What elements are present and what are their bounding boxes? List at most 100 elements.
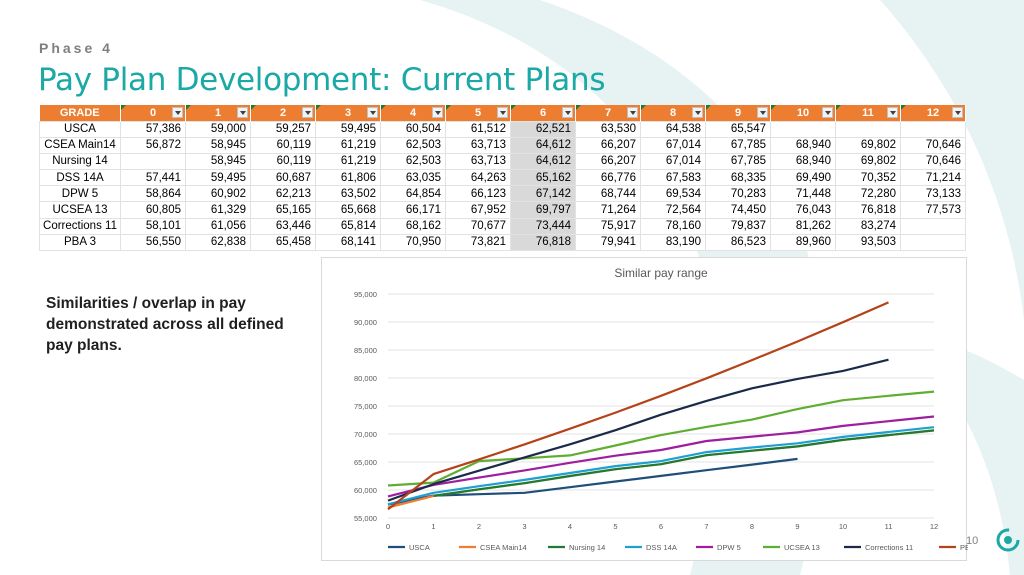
table-cell [900,217,966,235]
table-row: PBA 3 56,550 62,838 65,458 68,141 70,950 73,82… [39,233,966,252]
cell-marker-icon [446,105,451,110]
x-tick-label: 3 [522,522,526,531]
table-cell: 63,530 [575,120,641,138]
table-row: USCA 57,386 59,000 59,257 59,495 60,504 61,512… [39,120,966,138]
table-cell: 68,940 [770,152,836,171]
table-cell: 67,142 [510,185,576,203]
header-label: 0 [149,106,157,119]
header-cell-grade-4[interactable]: 4 [380,105,446,121]
legend-label: DPW 5 [717,543,741,552]
table-cell: 70,950 [380,233,446,252]
row-label: CSEA Main14 [39,136,121,154]
table-cell: 56,872 [120,136,186,154]
table-cell: 83,274 [835,217,901,235]
legend-label: Corrections 11 [865,543,913,552]
table-cell: 61,512 [445,120,511,138]
table-cell: 89,960 [770,233,836,252]
header-label: 7 [604,106,612,119]
table-cell: 64,538 [640,120,706,138]
header-label: 4 [409,106,417,119]
header-cell-grade-8[interactable]: 8 [640,105,706,121]
table-cell: 78,160 [640,217,706,235]
table-cell: 67,583 [640,169,706,187]
header-cell-grade-0[interactable]: 0 [120,105,186,121]
x-tick-label: 7 [704,522,708,531]
table-cell: 61,329 [185,201,251,219]
table-cell: 60,504 [380,120,446,138]
cell-marker-icon [901,105,906,110]
table-cell: 59,495 [185,169,251,187]
table-cell: 60,902 [185,185,251,203]
filter-dropdown-icon[interactable] [497,107,508,118]
header-cell-grade-5[interactable]: 5 [445,105,511,121]
cell-marker-icon [771,105,776,110]
cell-marker-icon [316,105,321,110]
filter-dropdown-icon[interactable] [432,107,443,118]
table-cell: 67,014 [640,136,706,154]
table-cell: 70,677 [445,217,511,235]
row-label: DPW 5 [39,185,121,203]
header-label: 9 [734,106,742,119]
series-line-3 [387,426,935,506]
filter-dropdown-icon[interactable] [887,107,898,118]
header-label: 11 [862,106,874,119]
filter-dropdown-icon[interactable] [627,107,638,118]
header-cell-grade-2[interactable]: 2 [250,105,316,121]
logo-icon [996,528,1020,552]
table-cell: 62,521 [510,120,576,138]
header-cell-grade-1[interactable]: 1 [185,105,251,121]
header-cell-grade-3[interactable]: 3 [315,105,381,121]
header-label: 1 [214,106,222,119]
table-cell: 63,035 [380,169,446,187]
filter-dropdown-icon[interactable] [172,107,183,118]
filter-dropdown-icon[interactable] [367,107,378,118]
header-cell-grade-10[interactable]: 10 [770,105,836,121]
table-row: Corrections 11 58,101 61,056 63,446 65,814 68… [39,217,966,235]
table-header-row: GRADE 0 1 2 3 4 5 6 7 8 9 10 11 12 [39,105,966,121]
cell-marker-icon [641,105,646,110]
y-tick-label: 80,000 [354,374,377,383]
table-cell: 59,000 [185,120,251,138]
filter-dropdown-icon[interactable] [822,107,833,118]
table-cell: 57,386 [120,120,186,138]
similarities-note: Similarities / overlap in pay demonstrat… [46,295,284,354]
table-cell: 58,864 [120,185,186,203]
table-cell: 67,785 [705,152,771,171]
table-cell: 66,207 [575,136,641,154]
table-cell: 65,814 [315,217,381,235]
row-label: USCA [39,120,121,138]
header-cell-grade-9[interactable]: 9 [705,105,771,121]
legend-label: DSS 14A [646,543,677,552]
x-tick-label: 8 [750,522,754,531]
header-cell-grade-12[interactable]: 12 [900,105,966,121]
header-cell-grade-11[interactable]: 11 [835,105,901,121]
filter-dropdown-icon[interactable] [302,107,313,118]
table-cell: 63,713 [445,136,511,154]
cell-marker-icon [186,105,191,110]
cell-marker-icon [836,105,841,110]
filter-dropdown-icon[interactable] [757,107,768,118]
series-line-7 [387,301,889,511]
table-cell: 68,141 [315,233,381,252]
y-tick-label: 75,000 [354,402,377,411]
header-cell-grade: GRADE [39,105,121,121]
series-line-5 [387,390,935,487]
table-cell: 68,940 [770,136,836,154]
table-cell: 58,945 [185,136,251,154]
table-cell: 58,101 [120,217,186,235]
cell-marker-icon [706,105,711,110]
series-line-2 [433,429,935,497]
filter-dropdown-icon[interactable] [692,107,703,118]
filter-dropdown-icon[interactable] [237,107,248,118]
filter-dropdown-icon[interactable] [562,107,573,118]
table-cell: 61,219 [315,152,381,171]
filter-dropdown-icon[interactable] [952,107,963,118]
table-cell: 64,263 [445,169,511,187]
table-cell: 81,262 [770,217,836,235]
header-cell-grade-7[interactable]: 7 [575,105,641,121]
header-cell-grade-6[interactable]: 6 [510,105,576,121]
table-cell: 65,458 [250,233,316,252]
table-cell: 75,917 [575,217,641,235]
table-cell: 57,441 [120,169,186,187]
series-line-4 [387,415,935,498]
